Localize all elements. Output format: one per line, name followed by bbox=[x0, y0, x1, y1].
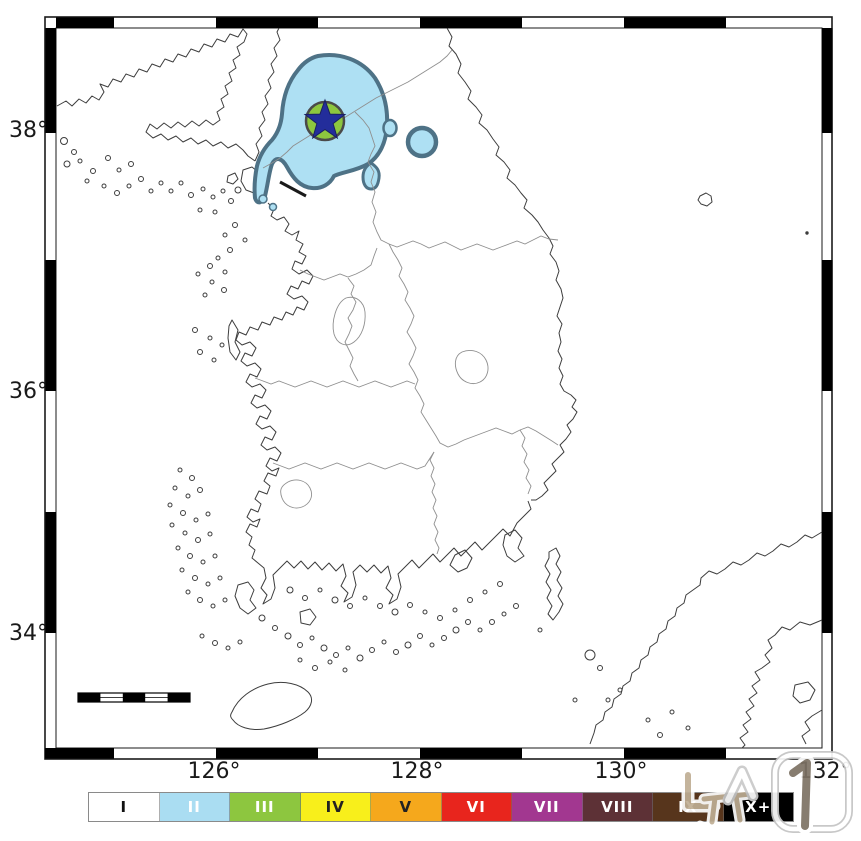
legend-cell-iv: IV bbox=[300, 793, 371, 821]
legend-cell-v: V bbox=[371, 793, 442, 821]
legend-cell-viii: VIII bbox=[582, 793, 653, 821]
thick-boundary-stroke bbox=[279, 180, 307, 198]
legend-cell-ii: II bbox=[159, 793, 230, 821]
scale-bar bbox=[77, 692, 191, 703]
epicenter-marker bbox=[303, 98, 347, 142]
legend-cell-ix: IX bbox=[653, 793, 724, 821]
legend-cell-i: I bbox=[89, 793, 160, 821]
legend-cell-iii: III bbox=[230, 793, 301, 821]
province-boundaries bbox=[254, 49, 559, 555]
lon-label-126: 126° bbox=[187, 759, 241, 784]
legend-cell-x-plus: X+ bbox=[723, 793, 793, 821]
legend-cell-vi: VI bbox=[441, 793, 512, 821]
lat-label-38: 38° bbox=[9, 118, 48, 143]
legend-cell-vii: VII bbox=[512, 793, 583, 821]
coastline bbox=[56, 27, 823, 749]
lat-label-34: 34° bbox=[9, 621, 48, 646]
intensity-legend: I II III IV V VI VII VIII IX X+ bbox=[88, 792, 794, 822]
lon-label-130: 130° bbox=[594, 759, 648, 784]
dmz-line bbox=[262, 49, 453, 169]
map-frame bbox=[44, 16, 833, 760]
epicenter-star-icon bbox=[303, 98, 347, 140]
island-specks bbox=[60, 137, 691, 738]
frame-tick-segments bbox=[45, 17, 833, 759]
lat-label-36: 36° bbox=[9, 379, 48, 404]
lon-label-128: 128° bbox=[390, 759, 444, 784]
